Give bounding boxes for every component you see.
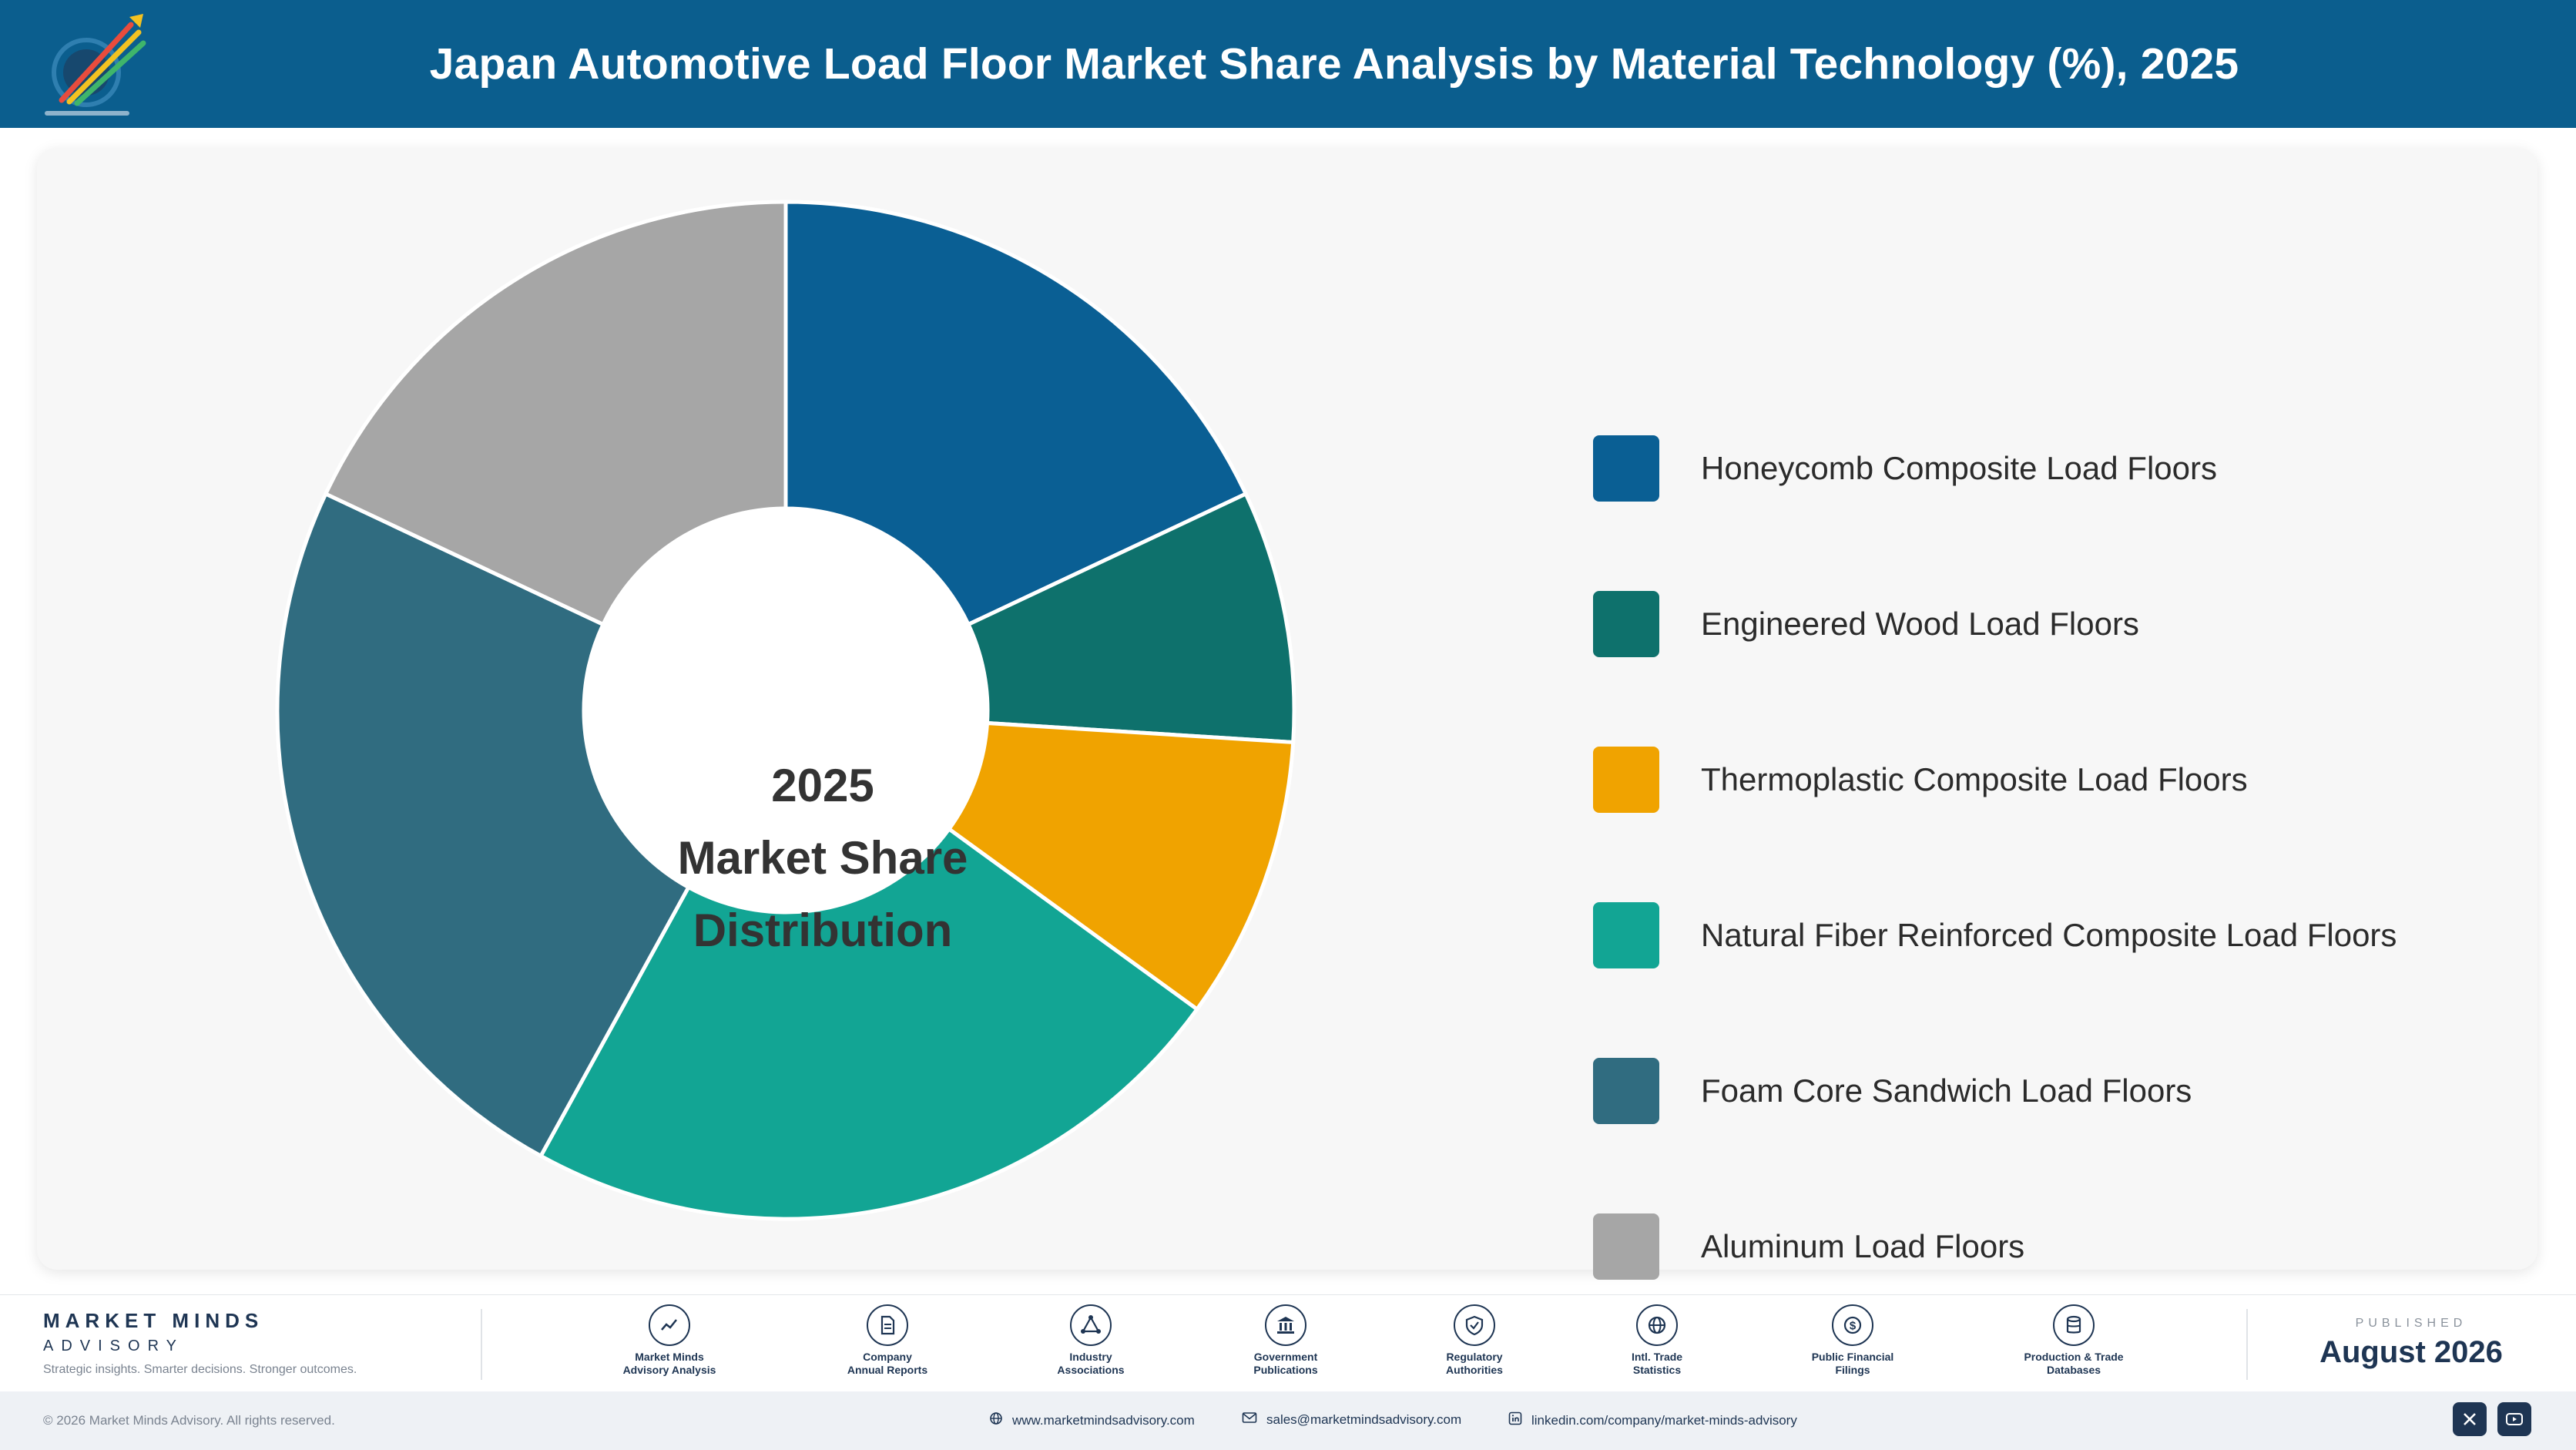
legend-item-engineered-wood: Engineered Wood Load Floors (1593, 590, 2517, 658)
brand-subtitle: ADVISORY (43, 1338, 184, 1354)
source-intl-trade-statistics: Intl. Trade Statistics (1568, 1304, 1746, 1377)
source-label-line1: Industry (1069, 1351, 1112, 1363)
x-icon (2464, 1413, 2476, 1425)
source-label-line2: Filings (1835, 1364, 1870, 1376)
legend-label: Aluminum Load Floors (1701, 1228, 2025, 1264)
footer-contact-bar: © 2026 Market Minds Advisory. All rights… (0, 1391, 2576, 1450)
svg-text:$: $ (1850, 1320, 1857, 1333)
legend-label: Natural Fiber Reinforced Composite Load … (1701, 917, 2397, 953)
donut-center-label: 2025 Market Share Distribution (622, 758, 1023, 958)
legend-swatch (1593, 435, 1659, 502)
trend-chart-icon (649, 1304, 690, 1346)
source-label-line2: Authorities (1446, 1364, 1503, 1376)
email-link[interactable]: sales@marketmindsadvisory.com (1242, 1411, 1461, 1428)
legend-swatch (1593, 902, 1659, 968)
market-minds-logo-icon (45, 14, 146, 116)
linkedin-text: linkedin.com/company/market-minds-adviso… (1531, 1412, 1797, 1428)
website-text: www.marketmindsadvisory.com (1012, 1412, 1195, 1428)
source-label-line1: Company (863, 1351, 912, 1363)
source-company-annual-reports: Company Annual Reports (799, 1304, 976, 1377)
source-market-minds-analysis: Market Minds Advisory Analysis (581, 1304, 758, 1377)
globe-icon (989, 1411, 1003, 1429)
source-regulatory-authorities: Regulatory Authorities (1386, 1304, 1563, 1377)
source-label-line2: Statistics (1632, 1364, 1682, 1376)
source-label-line1: Government (1253, 1351, 1318, 1363)
footer-brand: MARKET MINDS ADVISORY Strategic insights… (43, 1309, 357, 1377)
source-label-line2: Databases (2046, 1364, 2101, 1376)
chart-card: 2025 Market Share Distribution Honeycomb… (37, 148, 2537, 1280)
source-label-line1: Public Financial (1811, 1351, 1894, 1363)
source-label-line1: Market Minds (635, 1351, 704, 1363)
globe-icon (1636, 1304, 1678, 1346)
legend-label: Honeycomb Composite Load Floors (1701, 450, 2217, 486)
shield-check-icon (1454, 1304, 1495, 1346)
source-label-line1: Regulatory (1446, 1351, 1503, 1363)
copyright-text: © 2026 Market Minds Advisory. All rights… (43, 1413, 335, 1428)
legend-label: Engineered Wood Load Floors (1701, 606, 2139, 642)
document-icon (867, 1304, 908, 1346)
source-government-publications: Government Publications (1197, 1304, 1374, 1377)
linkedin-icon (1508, 1411, 1522, 1429)
page-title: Japan Automotive Load Floor Market Share… (429, 39, 2239, 89)
donut-hole (584, 509, 988, 912)
source-label-line2: Advisory Analysis (622, 1364, 716, 1376)
source-label-line2: Associations (1057, 1364, 1125, 1376)
published-date: August 2026 (2319, 1335, 2503, 1369)
brand-name: MARKET MINDS (43, 1309, 264, 1332)
legend-swatch (1593, 1213, 1659, 1280)
published-label: PUBLISHED (2355, 1317, 2467, 1330)
source-label-line1: Intl. Trade (1631, 1351, 1683, 1363)
source-label-line1: Production & Trade (2024, 1351, 2124, 1363)
divider (2246, 1309, 2248, 1380)
legend-swatch (1593, 1058, 1659, 1124)
source-label-line2: Annual Reports (847, 1364, 928, 1376)
divider (481, 1309, 482, 1380)
legend-item-natural-fiber: Natural Fiber Reinforced Composite Load … (1593, 901, 2517, 969)
source-production-trade-databases: Production & Trade Databases (1985, 1304, 2162, 1377)
published-block: PUBLISHED August 2026 (2303, 1317, 2519, 1370)
dollar-coin-icon: $ (1832, 1304, 1873, 1346)
website-link[interactable]: www.marketmindsadvisory.com (989, 1411, 1195, 1429)
youtube-social-button[interactable] (2497, 1402, 2531, 1436)
center-label-line-2: Market Share (677, 832, 968, 884)
x-social-button[interactable] (2453, 1402, 2487, 1436)
source-industry-associations: Industry Associations (1002, 1304, 1179, 1377)
legend-swatch (1593, 591, 1659, 657)
network-icon (1070, 1304, 1112, 1346)
legend-label: Foam Core Sandwich Load Floors (1701, 1072, 2192, 1109)
database-icon (2053, 1304, 2095, 1346)
linkedin-link[interactable]: linkedin.com/company/market-minds-adviso… (1508, 1411, 1797, 1429)
government-building-icon (1265, 1304, 1306, 1346)
legend-item-aluminum: Aluminum Load Floors (1593, 1213, 2517, 1280)
center-label-line-3: Distribution (693, 905, 953, 956)
mail-icon (1242, 1411, 1257, 1428)
source-public-financial-filings: $ Public Financial Filings (1764, 1304, 1941, 1377)
email-text: sales@marketmindsadvisory.com (1266, 1411, 1462, 1427)
legend-swatch (1593, 747, 1659, 813)
legend-label: Thermoplastic Composite Load Floors (1701, 761, 2248, 797)
legend-item-honeycomb: Honeycomb Composite Load Floors (1593, 435, 2517, 502)
legend-item-thermoplastic: Thermoplastic Composite Load Floors (1593, 746, 2517, 814)
center-label-line-1: 2025 (771, 760, 874, 811)
header-bar: Japan Automotive Load Floor Market Share… (0, 0, 2576, 128)
source-label-line2: Publications (1253, 1364, 1318, 1376)
donut-chart (275, 200, 1296, 1221)
brand-tagline: Strategic insights. Smarter decisions. S… (43, 1363, 357, 1376)
footer-sources-bar: MARKET MINDS ADVISORY Strategic insights… (0, 1294, 2576, 1392)
youtube-icon (2506, 1413, 2523, 1425)
legend-item-foam-core: Foam Core Sandwich Load Floors (1593, 1057, 2517, 1125)
